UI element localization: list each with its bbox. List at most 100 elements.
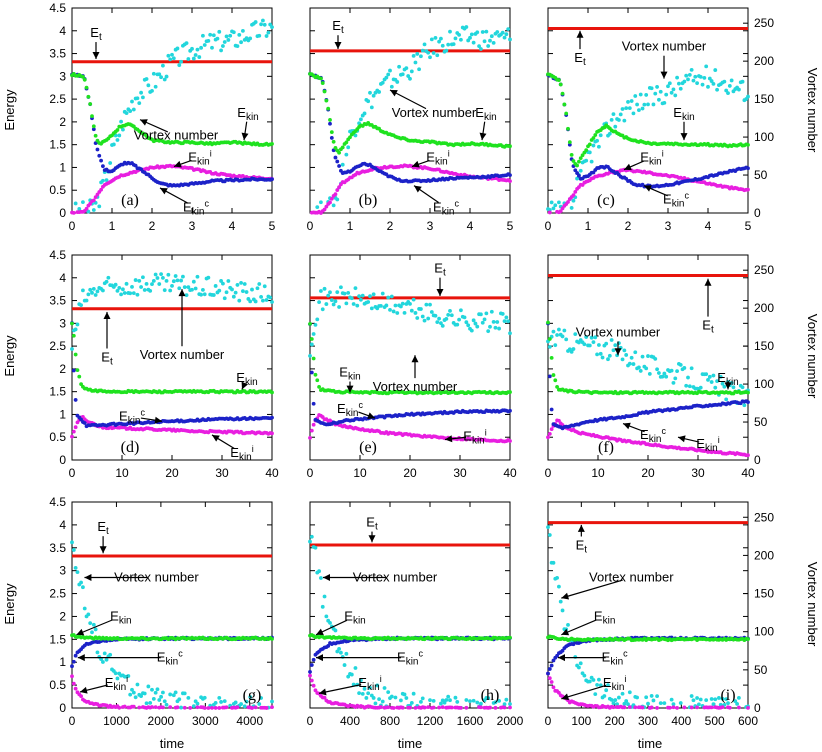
Ekini-point	[437, 705, 441, 710]
vortex-point	[706, 84, 710, 89]
vortex-point	[551, 329, 556, 334]
panel-e: 0 10 20 30 40 Et Vortex number Ekin Ekinc Ekini (e…	[307, 254, 517, 480]
vortex-point	[329, 298, 334, 302]
Ekin-point	[320, 81, 325, 85]
vortex-point	[506, 319, 511, 324]
vortex-point	[399, 698, 403, 703]
vortex-point	[422, 42, 427, 47]
vortex-point	[340, 162, 345, 167]
y2-tick-label: 150	[754, 92, 774, 106]
vortex-point	[673, 93, 678, 98]
vortex-point	[673, 376, 678, 381]
Ekini-point	[324, 204, 329, 209]
vortex-point	[746, 94, 750, 99]
vortex-point	[253, 20, 258, 24]
vortex-point	[555, 333, 559, 337]
Ekinc-point	[95, 147, 100, 152]
vortex-point	[91, 208, 96, 212]
vortex-point	[170, 283, 174, 288]
Ekini-point	[746, 187, 750, 192]
vortex-point	[389, 84, 394, 89]
vortex-point	[431, 51, 436, 55]
Ekini-point	[79, 694, 83, 698]
vortex-point	[653, 356, 658, 361]
vortex-point	[371, 292, 376, 297]
x-tick-label: 1600	[457, 714, 484, 728]
vortex-point	[475, 700, 480, 705]
vortex-point	[649, 86, 654, 91]
y2-tick-label: 200	[754, 301, 774, 315]
vortex-point	[684, 383, 689, 388]
vortex-point	[439, 36, 443, 41]
Ekin-point	[549, 355, 554, 360]
vortex-point	[577, 665, 581, 670]
vortex-point	[713, 68, 718, 72]
Ekin-point	[546, 320, 550, 325]
vortex-point	[566, 622, 570, 627]
Ekinc-point	[577, 173, 581, 178]
vortex-point	[637, 365, 641, 370]
Ekin-arrowhead	[241, 132, 249, 141]
Ekini-point	[217, 706, 222, 710]
vortex-point	[97, 204, 102, 209]
vortex-point	[79, 303, 83, 308]
vortex-point	[175, 46, 180, 51]
vortex-point	[191, 704, 196, 708]
Ekini-point	[488, 705, 492, 710]
vortex-point	[433, 35, 438, 40]
panel-a-frame	[71, 7, 273, 214]
vortex-point	[237, 32, 242, 37]
vortex-point	[184, 293, 189, 298]
vortex-point	[128, 692, 133, 697]
vortex-axis-label-row1: Vortex number	[805, 68, 820, 153]
Ekini-point	[206, 706, 211, 710]
vortex-point	[101, 288, 105, 293]
vortex-arrowhead	[323, 574, 330, 582]
Ekin-point	[564, 111, 569, 116]
panel-label: (i)	[720, 687, 735, 704]
panel-label: (c)	[597, 192, 615, 209]
vortex-point	[488, 38, 492, 43]
vortex-point	[428, 55, 432, 60]
vortex-point	[607, 353, 612, 358]
Ekini-point	[322, 207, 327, 212]
vortex-point	[217, 29, 222, 34]
vortex-point	[419, 699, 423, 704]
vortex-point	[408, 302, 412, 306]
vortex-point	[607, 131, 612, 136]
vortex-point	[446, 312, 451, 317]
Ekini-point	[311, 683, 316, 688]
Ekin-point	[746, 637, 750, 642]
vortex-point	[84, 298, 89, 303]
vortex-point	[560, 334, 565, 339]
vortex-point	[713, 697, 718, 702]
Ekin-point	[329, 130, 334, 135]
vortex-point	[669, 90, 674, 95]
vortex-point	[75, 322, 80, 327]
Ekinc-point	[573, 168, 578, 173]
vortex-point	[449, 313, 454, 318]
vortex-point	[239, 280, 243, 285]
vortex-point	[424, 302, 429, 307]
vortex-point	[164, 702, 169, 707]
Et-label: Et	[366, 515, 378, 533]
Ekinc-arrowhead	[154, 416, 162, 424]
vortex-point	[366, 99, 371, 104]
vortex-point	[313, 545, 318, 550]
vortex-point	[591, 143, 596, 148]
y-tick-label: 4	[59, 271, 66, 285]
vortex-point	[171, 56, 176, 61]
vortex-point	[464, 320, 469, 325]
Ekinc-point	[309, 663, 314, 667]
vortex-point	[729, 78, 734, 83]
vortex-point	[740, 79, 745, 84]
vortex-point	[502, 35, 507, 40]
vortex-point	[587, 150, 592, 155]
Ekin-arrowhead	[680, 133, 688, 141]
Ekini-point	[195, 705, 200, 710]
vortex-point	[571, 198, 576, 203]
Ekin-point	[508, 144, 512, 149]
vortex-point	[479, 47, 483, 51]
y-tick-label: 4	[59, 24, 66, 38]
Et-arrowhead	[334, 42, 342, 49]
